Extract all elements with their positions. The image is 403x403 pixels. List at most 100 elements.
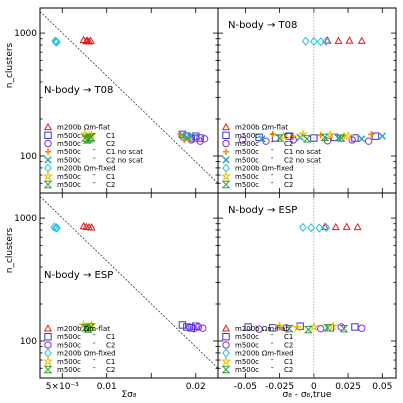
legend-marker-m500c-c2-flat [44, 341, 52, 349]
data-point-m500c-c2-flat [255, 325, 263, 333]
data-point-m500c-c1-flat [183, 323, 191, 331]
legend-marker-m200b-flat [221, 122, 231, 131]
data-point-m500c-c2-noscat [296, 133, 304, 141]
legend-marker-m500c-c1-noscat [44, 148, 52, 155]
data-point-m500c-c1-flat [178, 321, 187, 329]
x-tick-label: 0 [311, 382, 317, 392]
legend-marker-m500c-c1-fixed [42, 170, 54, 181]
legend-ditto: ″ [93, 148, 96, 156]
legend-ditto: ″ [93, 140, 96, 148]
y-tick-label: 1000 [14, 29, 37, 39]
data-point-m200b-flat [357, 36, 366, 44]
data-point-m500c-c1-fixed [342, 130, 354, 141]
legend-marker-m500c-c2-fixed [221, 180, 231, 189]
x-axis-label: σ₈ - σ₈,true [283, 390, 332, 400]
data-point-m500c-c2-noscat [378, 132, 387, 140]
legend-marker-m500c-c2-flat [222, 139, 230, 148]
legend-label: m500c [235, 333, 259, 341]
panel-title: N-body → T08 [44, 85, 113, 96]
legend-marker-m500c-c1-fixed [42, 355, 54, 366]
legend-ditto: ″ [93, 366, 96, 374]
data-point-m500c-c2-fixed [86, 323, 96, 331]
data-point-m500c-c2-fixed [303, 325, 313, 334]
legend-label: m500c [57, 173, 81, 181]
data-point-m200b-flat [84, 37, 93, 45]
legend-marker-m500c-c1-flat [222, 131, 230, 140]
legend-variant: C2 [106, 341, 115, 349]
data-point-m500c-c2-fixed [84, 135, 94, 143]
legend-label: m200b Ωm-fixed [235, 350, 294, 358]
data-point-m500c-c2-flat [190, 324, 198, 333]
data-point-m500c-c1-flat [192, 132, 200, 140]
data-point-m500c-c2-flat [196, 137, 204, 145]
legend-ditto: ″ [271, 333, 274, 341]
legend-label: m500c [57, 366, 81, 374]
y-tick-label: 100 [20, 152, 37, 162]
legend-variant: C2 no scat [284, 156, 321, 164]
data-point-m200b-flat [342, 222, 351, 230]
data-point-m200b-fixed [53, 37, 61, 47]
data-point-m500c-c2-flat [364, 137, 373, 145]
legend-label: m500c [235, 181, 259, 189]
data-point-m200b-fixed [299, 222, 307, 232]
data-point-m500c-c1-flat [310, 134, 318, 142]
legend-variant: C2 [284, 140, 293, 148]
legend-marker-m200b-fixed [44, 348, 52, 358]
legend-variant: C2 [284, 341, 293, 349]
y-tick-label: 100 [20, 337, 37, 347]
legend-label: m500c [57, 132, 81, 140]
legend-label: m200b Ωm-flat [235, 325, 288, 333]
legend-ditto: ″ [271, 148, 274, 156]
legend-marker-m500c-c2-fixed [43, 365, 53, 374]
legend-ditto: ″ [271, 173, 274, 181]
data-point-m500c-c2-flat [185, 323, 194, 331]
y-axis-label: n_clusters [5, 227, 15, 273]
legend-ditto: ″ [271, 140, 274, 148]
legend-variant: C1 [106, 333, 115, 341]
legend-marker-m500c-c2-fixed [43, 180, 53, 189]
legend-marker-m200b-fixed [222, 163, 230, 173]
legend-marker-m200b-flat [43, 324, 53, 332]
legend-variant: C1 [106, 358, 115, 366]
legend-variant: C1 [284, 132, 293, 140]
legend-label: m500c [57, 358, 81, 366]
data-point-m500c-c2-fixed [323, 324, 332, 332]
legend-label: m500c [57, 156, 81, 164]
x-tick-label: -0.05 [234, 382, 257, 392]
data-point-m500c-c2-fixed [86, 133, 96, 141]
y-tick-label: 1000 [14, 214, 37, 224]
data-point-m500c-c2-flat [316, 324, 325, 333]
legend-ditto: ″ [93, 341, 96, 349]
data-point-m500c-c2-noscat [186, 132, 195, 140]
legend-label: m500c [235, 140, 259, 148]
data-point-m500c-c2-fixed [320, 133, 330, 141]
legend-label: m500c [57, 341, 81, 349]
data-point-m200b-fixed [322, 222, 331, 233]
legend-variant: C1 [284, 358, 293, 366]
legend-marker-m500c-c2-flat [222, 341, 230, 349]
data-point-m500c-c1-fixed [292, 322, 303, 333]
legend-marker-m500c-c2-fixed [221, 365, 231, 374]
legend-variant: C2 [284, 181, 293, 189]
legend-variant: C2 [284, 366, 293, 374]
data-point-m500c-c1-flat [244, 323, 252, 331]
legend-marker-m500c-c1-flat [44, 333, 52, 341]
data-point-m500c-c2-flat [348, 136, 356, 144]
legend-ditto: ″ [271, 181, 274, 189]
legend-label: m200b Ωm-fixed [57, 350, 116, 358]
legend-marker-m500c-c2-noscat [44, 156, 52, 164]
legend-label: m500c [235, 341, 259, 349]
legend-label: m500c [235, 156, 259, 164]
legend-variant: C1 no scat [106, 148, 143, 156]
x-tick-label: 0.02 [186, 382, 206, 392]
x-tick-label: -0.025 [265, 382, 294, 392]
panel-title: N-body → ESP [228, 205, 297, 216]
data-point-m200b-fixed [307, 223, 315, 233]
legend-label: m200b Ωm-flat [57, 325, 110, 333]
data-point-m200b-flat [334, 36, 343, 44]
data-point-m200b-flat [345, 36, 354, 44]
data-point-m500c-c1-fixed [274, 320, 285, 331]
panel-frame [217, 192, 397, 379]
